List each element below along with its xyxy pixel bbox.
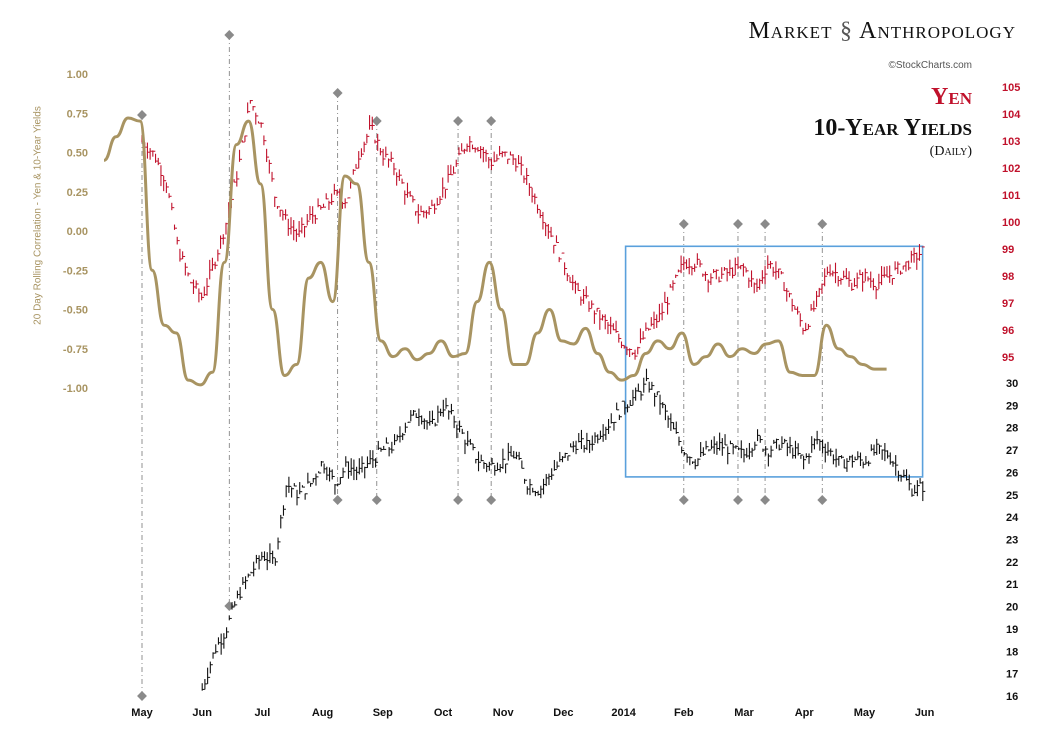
cycle-diamond-top	[332, 88, 343, 98]
cycle-diamond-top	[733, 219, 743, 229]
yen-tick-label: 103	[1002, 136, 1020, 148]
yields-bars	[201, 368, 926, 691]
cycle-diamond-bottom	[760, 495, 771, 505]
cycle-diamond-bottom	[453, 495, 463, 505]
yen-tick-label: 104	[1002, 109, 1021, 121]
series-label-daily: (Daily)	[929, 144, 972, 159]
yields-tick-label: 30	[1006, 378, 1018, 390]
yields-tick-label: 27	[1006, 445, 1018, 457]
yields-tick-label: 28	[1006, 423, 1018, 435]
cycle-diamond-top	[453, 116, 463, 126]
cycle-diamond-top	[678, 219, 689, 229]
cycle-diamond-top	[817, 219, 828, 229]
brand-logo: Market § Anthropology	[748, 18, 1016, 44]
yields-tick-label: 21	[1006, 579, 1018, 591]
x-tick-label: Jul	[254, 707, 270, 719]
left-tick-label: -0.50	[63, 305, 88, 317]
left-tick-label: -0.75	[63, 344, 88, 356]
x-axis: May Jun Jul Aug Sep Oct Nov Dec 2014 Feb Mar Apr May…	[131, 707, 934, 719]
x-tick-label: Jun	[192, 707, 212, 719]
range-box-rect	[624, 245, 924, 478]
correlation-line	[103, 116, 887, 387]
yields-tick-label: 29	[1006, 400, 1018, 412]
x-tick-label: Nov	[493, 707, 515, 719]
yields-tick-label: 18	[1006, 646, 1018, 658]
cycle-diamond-bottom	[224, 601, 235, 611]
series-label-yields: 10-Year Yields	[813, 115, 972, 141]
yen-tick-label: 98	[1002, 271, 1014, 283]
x-tick-label: Apr	[795, 707, 815, 719]
yen-tick-label: 105	[1002, 82, 1020, 94]
cycle-diamond-top	[486, 116, 497, 126]
left-tick-label: 1.00	[67, 69, 88, 81]
cycle-diamond-bottom	[371, 495, 382, 505]
yields-tick-label: 24	[1006, 512, 1019, 524]
yields-tick-label: 16	[1006, 691, 1018, 703]
range-box	[624, 245, 924, 478]
yen-tick-label: 99	[1002, 244, 1014, 256]
left-tick-label: 0.75	[67, 108, 88, 120]
yields-tick-label: 26	[1006, 467, 1018, 479]
source-credit: ©StockCharts.com	[888, 60, 972, 71]
cycle-diamond-bottom	[486, 495, 497, 505]
cycle-diamond-top	[224, 30, 235, 40]
cycle-diamond-bottom	[733, 495, 743, 505]
cycle-diamond-top	[137, 110, 147, 120]
x-tick-label: Mar	[734, 707, 754, 719]
x-tick-label: 2014	[611, 707, 636, 719]
left-axis: 1.00 0.75 0.50 0.25 0.00 -0.25 -0.50 -0.75 -1.00	[63, 69, 88, 395]
x-tick-label: May	[131, 707, 153, 719]
series-label-yen: Yen	[931, 84, 972, 110]
cycle-diamond-bottom	[817, 495, 828, 505]
x-tick-label: Feb	[674, 707, 694, 719]
right-axis-yen: 105 104 103 102 101 100 99 98 97 96 95	[1002, 82, 1021, 364]
yen-tick-label: 102	[1002, 163, 1020, 175]
yields-tick-label: 23	[1006, 535, 1018, 547]
x-tick-label: Oct	[434, 707, 453, 719]
dna-icon: §	[839, 18, 853, 44]
yen-tick-label: 95	[1002, 352, 1014, 364]
left-tick-label: 0.50	[67, 148, 88, 160]
correlation-path	[103, 116, 887, 387]
right-axis-yields: 30 29 28 27 26 25 24 23 22 21 20 19 18 17 16	[1006, 378, 1019, 703]
yields-tick-label: 22	[1006, 557, 1018, 569]
cycle-markers	[137, 30, 828, 701]
yen-tick-label: 101	[1002, 190, 1020, 202]
yen-tick-label: 97	[1002, 298, 1014, 310]
cycle-diamond-top	[371, 116, 382, 126]
left-tick-label: 0.25	[67, 187, 88, 199]
yen-tick-label: 96	[1002, 325, 1014, 337]
x-tick-label: Dec	[553, 707, 573, 719]
yields-tick-label: 19	[1006, 624, 1018, 636]
yen-tick-label: 100	[1002, 217, 1020, 229]
x-tick-label: Aug	[312, 707, 333, 719]
left-tick-label: -0.25	[63, 265, 88, 277]
yields-tick-label: 17	[1006, 669, 1018, 681]
cycle-diamond-top	[760, 219, 771, 229]
left-tick-label: 0.00	[67, 226, 88, 238]
yields-tick-label: 25	[1006, 490, 1018, 502]
cycle-diamond-bottom	[332, 495, 343, 505]
x-tick-label: Jun	[915, 707, 935, 719]
x-tick-label: May	[854, 707, 876, 719]
yen-bars	[141, 100, 925, 360]
cycle-diamond-bottom	[137, 691, 147, 701]
cycle-diamond-bottom	[678, 495, 689, 505]
y-axis-label: 20 Day Rolling Correlation - Yen & 10-Ye…	[32, 106, 44, 325]
x-tick-label: Sep	[373, 707, 393, 719]
left-tick-label: -1.00	[63, 383, 88, 395]
yields-tick-label: 20	[1006, 602, 1018, 614]
